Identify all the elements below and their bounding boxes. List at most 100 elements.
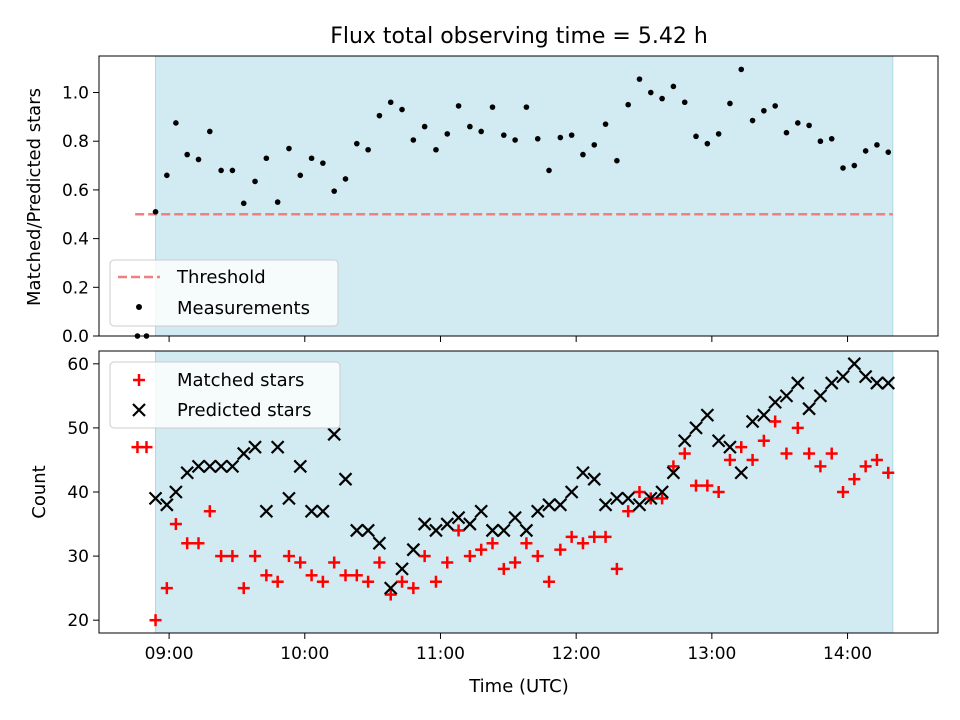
predicted-star-mark-b [791, 376, 805, 390]
matched-star-point [520, 537, 533, 550]
y-tick-label: 0.2 [62, 278, 89, 298]
predicted-star-point [802, 401, 816, 416]
predicted-star-mark-b [160, 498, 174, 512]
predicted-star-point [700, 408, 715, 422]
measurement-point [455, 103, 462, 109]
predicted-star-mark-b [598, 498, 613, 512]
x-tick-label: 12:00 [552, 644, 601, 664]
predicted-star-mark-b [169, 485, 183, 499]
matched-star-point [149, 614, 162, 627]
measurement-point [828, 135, 835, 142]
measurement-point [523, 104, 530, 110]
measurement-point [636, 76, 643, 82]
matched-star-point [497, 562, 510, 575]
measurement-point [681, 99, 688, 106]
matched-star-point [418, 550, 431, 563]
matched-star-point [622, 505, 635, 518]
predicted-star-points [148, 357, 896, 595]
predicted-star-point [824, 376, 839, 390]
matched-star-point [870, 453, 883, 466]
measurements-legend-label: Measurements [177, 298, 310, 319]
predicted-star-point [757, 408, 771, 422]
predicted-star-mark-b [836, 369, 850, 384]
measurement-point [715, 131, 722, 137]
predicted-star-point [327, 427, 341, 442]
count-legend-box [109, 361, 341, 429]
count-x-ticks: 09:00 10:00 11:00 12:00 13:00 14:00 [145, 633, 872, 664]
matched-star-point [486, 537, 499, 550]
predicted-star-point [689, 421, 703, 435]
predicted-star-point [429, 523, 443, 538]
predicted-star-mark-b [338, 472, 353, 486]
matched-star-point [249, 550, 262, 563]
predicted-star-point [711, 433, 726, 448]
measurement-point [152, 209, 159, 215]
matched-star-point [452, 524, 465, 537]
count-y-axis-label: Count [29, 465, 50, 518]
predicted-star-point [858, 369, 873, 384]
predicted-star-point [598, 498, 613, 512]
predicted-star-mark-b [689, 421, 703, 435]
measurement-point [421, 123, 428, 130]
predicted-star-point [621, 491, 635, 506]
measurement-point [320, 160, 326, 166]
matched-star-point [509, 556, 522, 569]
predicted-star-point [791, 376, 805, 390]
measurement-point [647, 89, 654, 96]
predicted-star-mark-b [440, 517, 455, 531]
measurement-points [134, 66, 892, 339]
ratio-x-ticks [168, 336, 849, 342]
matched-star-point [350, 569, 363, 582]
x-tick-label: 13:00 [687, 644, 736, 664]
predicted-star-mark-b [824, 376, 839, 390]
measurement-point [693, 133, 699, 140]
measurement-point [308, 155, 315, 162]
ratio-legend: Threshold Measurements [109, 259, 339, 327]
measurement-point [489, 104, 496, 110]
predicted-legend-label: Predicted stars [177, 400, 311, 421]
predicted-star-mark-b [644, 491, 658, 506]
y-tick-label: 40 [67, 483, 89, 503]
predicted-star-point [451, 510, 466, 525]
predicted-star-point [666, 465, 681, 480]
predicted-star-point [847, 357, 862, 371]
predicted-star-point [542, 498, 556, 512]
predicted-star-mark-b [270, 440, 285, 454]
predicted-star-mark-b [474, 504, 488, 519]
predicted-star-mark-b [248, 440, 262, 454]
measurement-point [885, 149, 892, 155]
predicted-star-point [734, 465, 749, 480]
predicted-star-point [316, 504, 330, 519]
predicted-star-mark-b [610, 491, 624, 506]
matched-star-point [656, 492, 669, 505]
measurement-point [263, 155, 270, 162]
matched-star-point [441, 556, 454, 569]
predicted-star-point [270, 440, 285, 454]
predicted-star-mark-b [621, 491, 635, 506]
measurement-point [862, 148, 869, 154]
matched-star-point [294, 556, 307, 569]
predicted-star-point [293, 459, 308, 474]
predicted-star-point [282, 491, 296, 506]
predicted-star-point [440, 517, 455, 531]
matched-star-point [271, 575, 284, 588]
predicted-star-mark-b [225, 459, 240, 474]
predicted-star-mark-b [768, 395, 782, 410]
measurement-point [433, 146, 439, 153]
y-tick-label: 50 [67, 419, 89, 439]
predicted-star-mark-b [564, 485, 579, 499]
matched-legend-label: Matched stars [177, 370, 304, 391]
predicted-star-point [508, 510, 522, 525]
matched-star-point [140, 441, 153, 454]
predicted-star-mark-b [576, 465, 590, 480]
measurement-point [240, 200, 247, 207]
predicted-star-mark-b [451, 510, 466, 525]
predicted-star-point [406, 542, 421, 557]
matched-star-point [384, 588, 397, 601]
predicted-star-point [474, 504, 488, 519]
predicted-star-mark-b [383, 581, 398, 595]
predicted-star-point [148, 491, 163, 506]
matched-star-point [282, 550, 295, 563]
matched-star-point [859, 460, 872, 473]
